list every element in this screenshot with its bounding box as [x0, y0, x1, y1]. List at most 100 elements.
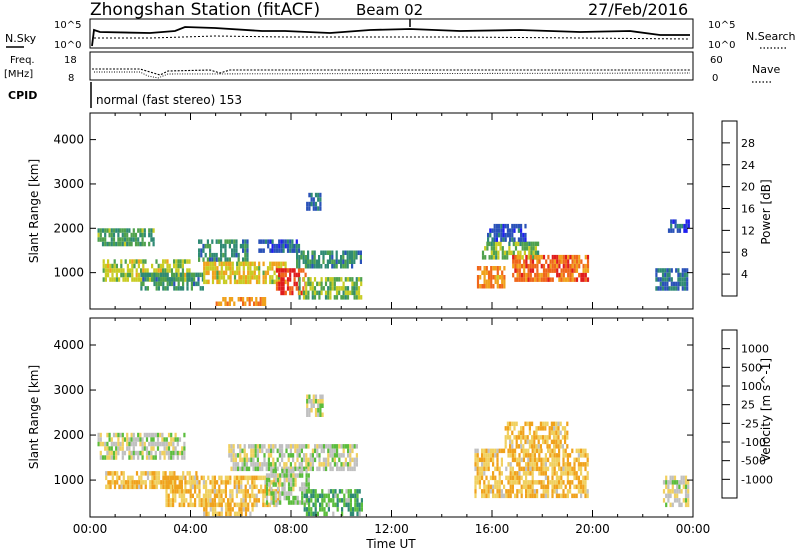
heatmap-cell [536, 254, 539, 260]
heatmap-cell [107, 272, 110, 278]
heatmap-cell [535, 430, 538, 436]
heatmap-cell [237, 462, 240, 467]
heatmap-cell [246, 252, 249, 258]
heatmap-cell [331, 448, 334, 454]
heatmap-cell [264, 279, 267, 285]
heatmap-cell [308, 399, 311, 404]
heatmap-cell [516, 480, 519, 485]
heatmap-cell [307, 457, 310, 463]
heatmap-cell [135, 484, 139, 490]
heatmap-cell [297, 248, 301, 253]
heatmap-cell [518, 263, 521, 269]
heatmap-cell [551, 277, 554, 282]
heatmap-cell [274, 462, 277, 467]
heatmap-cell [333, 286, 336, 291]
heatmap-cell [501, 279, 504, 284]
heatmap-cell [671, 502, 674, 508]
heatmap-cell [538, 277, 541, 282]
heatmap-cell [231, 297, 234, 302]
heatmap-cell [671, 480, 674, 485]
heatmap-cell [495, 237, 498, 242]
heatmap-cell [268, 502, 271, 508]
heatmap-cell [287, 491, 291, 496]
heatmap-cell [180, 493, 183, 499]
heatmap-cell [308, 408, 311, 413]
heatmap-cell [566, 435, 569, 440]
heatmap-cell [155, 272, 158, 278]
heatmap-cell [478, 480, 481, 485]
heatmap-cell [151, 272, 154, 278]
heatmap-cell [102, 259, 105, 264]
heatmap-cell [190, 286, 193, 291]
heatmap-cell [207, 493, 210, 499]
heatmap-cell [211, 257, 214, 262]
heatmap-cell [302, 286, 305, 291]
heatmap-cell [277, 480, 280, 485]
heatmap-cell [314, 201, 318, 207]
heatmap-cell [284, 272, 287, 278]
heatmap-cell [211, 475, 214, 481]
heatmap-cell [307, 466, 310, 472]
heatmap-cell [152, 437, 155, 442]
heatmap-cell [188, 277, 191, 282]
heatmap-cell [232, 453, 235, 458]
heatmap-cell [109, 471, 112, 476]
heatmap-cell [562, 448, 565, 454]
heatmap-cell [109, 268, 112, 273]
heatmap-cell [132, 450, 135, 456]
heatmap-cell [544, 426, 547, 431]
heatmap-cell [536, 480, 539, 485]
heatmap-cell [336, 453, 339, 458]
heatmap-cell [335, 259, 338, 264]
heatmap-cell [329, 466, 332, 472]
heatmap-cell [355, 295, 358, 300]
heatmap-cell [340, 286, 343, 291]
heatmap-cell [272, 468, 275, 474]
heatmap-cell [540, 277, 543, 282]
heatmap-cell [184, 272, 187, 278]
heatmap-cell [474, 475, 477, 481]
heatmap-cell [205, 484, 208, 490]
heatmap-cell [231, 252, 234, 258]
heatmap-cell [517, 435, 520, 440]
heatmap-cell [349, 498, 352, 503]
heatmap-cell [280, 277, 283, 282]
heatmap-cell [684, 493, 688, 499]
heatmap-cell [152, 455, 155, 460]
heatmap-cell [513, 426, 516, 431]
heatmap-cell [278, 239, 281, 244]
heatmap-cell [151, 263, 154, 269]
heatmap-cell [511, 466, 514, 472]
heatmap-cell [525, 489, 528, 494]
heatmap-cell [216, 275, 219, 280]
noise-left-tick-bottom: 10^0 [54, 40, 81, 51]
heatmap-cell [351, 448, 354, 454]
heatmap-cell [476, 453, 479, 458]
heatmap-cell [106, 441, 109, 447]
heatmap-cell [126, 268, 129, 273]
heatmap-cell [106, 432, 109, 438]
heatmap-cell [275, 502, 278, 508]
heatmap-cell [535, 444, 538, 449]
heatmap-cell [148, 441, 151, 447]
heatmap-cell [152, 432, 155, 438]
heatmap-cell [233, 511, 237, 517]
heatmap-cell [485, 448, 488, 454]
heatmap-cell [270, 453, 273, 458]
heatmap-cell [245, 453, 248, 458]
heatmap-cell [265, 473, 269, 478]
heatmap-cell [672, 219, 675, 224]
heatmap-cell [547, 254, 550, 260]
heatmap-cell [255, 475, 258, 481]
heatmap-cell [307, 495, 310, 501]
heatmap-cell [503, 250, 507, 256]
heatmap-cell [549, 448, 552, 454]
heatmap-cell [160, 277, 163, 282]
heatmap-cell [104, 455, 107, 460]
heatmap-cell [303, 482, 306, 487]
heatmap-cell [577, 462, 580, 467]
heatmap-cell [314, 192, 318, 198]
heatmap-cell [152, 441, 155, 447]
heatmap-cell [562, 263, 565, 269]
heatmap-cell [242, 257, 245, 262]
